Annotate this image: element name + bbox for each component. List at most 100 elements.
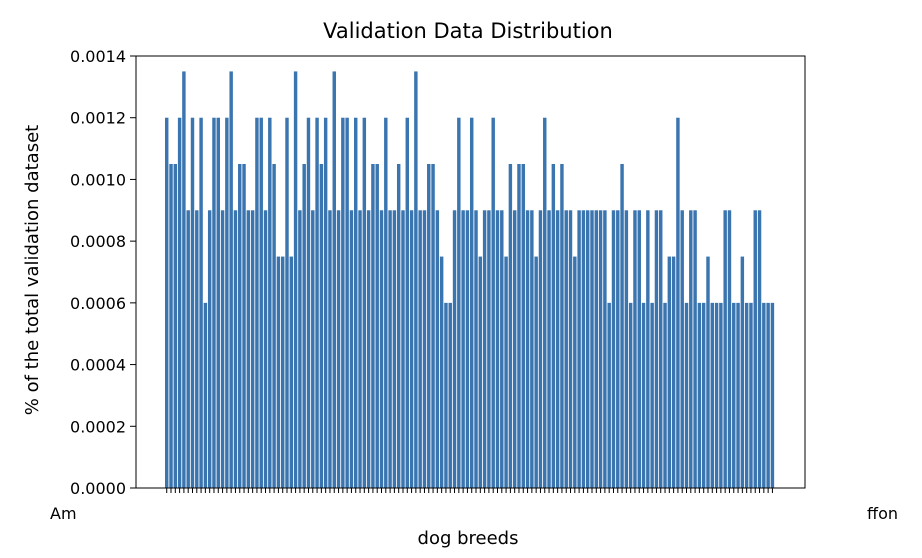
bar: [611, 210, 616, 489]
bar: [366, 210, 371, 489]
bar: [293, 71, 298, 489]
bar: [414, 71, 418, 489]
bar: [684, 302, 689, 488]
bar: [345, 117, 349, 489]
bar: [512, 210, 517, 489]
bar: [706, 256, 710, 488]
bar: [603, 210, 607, 489]
bar: [628, 302, 633, 488]
bar: [250, 210, 255, 489]
bar: [177, 117, 182, 489]
bar: [418, 210, 422, 489]
bar: [315, 117, 319, 489]
bar: [598, 210, 603, 489]
bar: [379, 210, 384, 489]
bar: [452, 210, 457, 489]
y-tick-label: 0.0014: [70, 47, 126, 66]
bar: [732, 302, 736, 488]
bar: [525, 210, 530, 489]
bar: [727, 210, 732, 489]
bar: [311, 210, 315, 489]
bar: [332, 71, 336, 489]
bar: [268, 117, 272, 489]
bar: [594, 210, 599, 489]
bar: [272, 164, 276, 488]
y-tick-label: 0.0002: [70, 417, 126, 436]
bar: [508, 164, 513, 488]
bar: [336, 210, 341, 489]
bar: [306, 117, 311, 489]
bar: [637, 210, 641, 489]
bar: [530, 210, 534, 489]
bar: [302, 164, 306, 488]
bar: [478, 256, 483, 488]
bar: [431, 164, 435, 488]
bar: [388, 210, 392, 489]
bar: [762, 302, 766, 488]
x-tick-label-last: ffon: [867, 504, 898, 523]
bar: [667, 256, 672, 488]
y-tick-label: 0.0010: [70, 170, 126, 189]
x-axis-label: dog breeds: [418, 528, 519, 549]
bars: [165, 71, 775, 489]
bar: [663, 302, 667, 488]
bar: [770, 302, 775, 488]
bar: [487, 210, 491, 489]
bar: [392, 210, 397, 489]
bar: [551, 164, 556, 488]
bar: [319, 164, 324, 488]
bar: [753, 210, 757, 489]
bar: [491, 117, 495, 489]
bar: [435, 210, 440, 489]
bar: [216, 117, 220, 489]
bar: [534, 256, 538, 488]
bar: [298, 210, 302, 489]
bar: [590, 210, 594, 489]
bar: [280, 256, 285, 488]
bar: [461, 210, 465, 489]
bar: [362, 117, 367, 489]
bar: [422, 210, 427, 489]
bar: [263, 210, 268, 489]
y-axis-label: % of the total validation dataset: [22, 125, 43, 415]
y-tick-label: 0.0012: [70, 109, 126, 128]
bar: [585, 210, 590, 489]
bar: [659, 210, 663, 489]
bar: [371, 164, 375, 488]
bar: [689, 210, 693, 489]
bar: [427, 164, 431, 488]
y-tick-label: 0.0008: [70, 232, 126, 251]
bar: [242, 164, 246, 488]
bar: [212, 117, 216, 489]
bar: [182, 71, 186, 489]
y-axis: 0.0000 0.0002 0.0004 0.0006 0.0008 0.0010 0.00…: [70, 47, 136, 498]
chart-title: Validation Data Distribution: [323, 19, 613, 43]
bar: [341, 117, 345, 489]
bar: [676, 117, 680, 489]
bar: [165, 117, 169, 489]
bar: [375, 164, 379, 488]
bar: [555, 210, 560, 489]
bar: [439, 256, 444, 488]
bar: [349, 210, 354, 489]
bar: [641, 302, 646, 488]
bar: [354, 117, 358, 489]
bar: [723, 210, 727, 489]
bar: [396, 164, 401, 488]
bar: [538, 210, 543, 489]
bar: [482, 210, 487, 489]
bar: [207, 210, 212, 489]
bar: [328, 210, 332, 489]
bar: [457, 117, 461, 489]
bar: [495, 210, 500, 489]
bar: [693, 210, 697, 489]
bar: [633, 210, 637, 489]
bar: [384, 117, 388, 489]
plot-frame: [135, 55, 806, 489]
bar: [517, 164, 521, 488]
y-tick-label: 0.0000: [70, 479, 126, 498]
bar: [465, 210, 470, 489]
bar: [238, 164, 242, 488]
bar: [740, 256, 745, 488]
